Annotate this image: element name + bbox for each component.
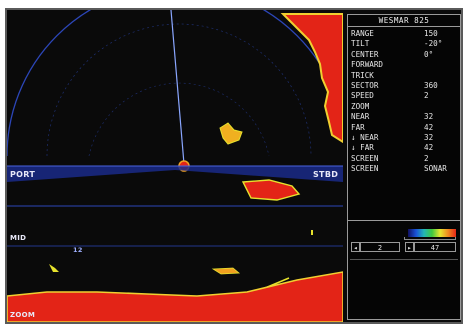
menu-item-label: CENTER [351,49,379,59]
menu-item-label: RANGE [351,29,374,38]
color-scale-bar [408,229,456,237]
menu-item-label: FORWARD [351,60,384,70]
color-scale-tick [404,237,456,240]
echo-seabed [7,271,343,322]
menu-item-label: TILT [351,39,370,49]
mid-label: MID [10,234,27,242]
menu-item-label: ↓ NEAR [351,133,379,142]
panel-lower-area [350,259,458,318]
menu-item-value: 32 [424,133,434,142]
depth-mark-label: 12 [73,246,83,254]
zoom-label: ZOOM [10,311,36,319]
menu-item-label: SCREEN [351,164,379,174]
menu-panel: WESMAR 825 RANGE 150 TILT -20° CENTER 0° FORWA… [347,14,461,320]
menu-item-value: 2 [424,153,429,163]
echo-shore-top-right [280,13,343,144]
echo-dot [311,230,313,235]
menu-item-label: TRICK [351,70,374,80]
sonar-graphics [7,10,343,322]
sonar-display: PORT STBD MID 12 ZOOM [7,10,343,322]
sweep-line [170,10,185,165]
increase-arrow-button[interactable]: ▸ [405,242,414,252]
echo-target-1 [219,122,243,145]
menu-item-value: SONAR [424,164,447,174]
echo-small-2 [211,267,241,275]
menu-item-value: 2 [424,91,429,101]
decrease-arrow-button[interactable]: ◂ [351,242,360,252]
menu-item-label: ZOOM [351,101,370,111]
menu-item-value: -20° [424,39,443,49]
menu-item-label: SCREEN [351,153,379,163]
menu-item-label: SPEED [351,91,374,101]
echo-small-1 [49,264,59,272]
menu-item-value: 150 [424,29,438,38]
gain-right-value: 47 [414,242,456,252]
beam-band [7,166,343,182]
menu-item-value: 32 [424,112,434,122]
menu-item-label: SECTOR [351,81,379,90]
echo-target-2 [241,179,301,201]
menu-item-value: 42 [424,122,434,132]
menu-item-value: 0° [424,49,434,59]
menu-item-label: FAR [351,122,365,132]
panel-title: WESMAR 825 [348,15,460,27]
menu-item-label: NEAR [351,112,370,122]
range-ring-small [88,82,270,157]
gain-left-value: 2 [360,242,400,252]
menu-item-label: ↓ FAR [351,143,374,153]
range-rings [7,10,343,157]
range-ring-inner [46,23,312,157]
stbd-label: STBD [313,170,339,179]
menu-item-value: 42 [424,143,434,153]
port-label: PORT [10,170,36,179]
menu-item-value: 360 [424,81,438,90]
gain-section: ◂ 2 ▸ 47 [348,220,460,320]
